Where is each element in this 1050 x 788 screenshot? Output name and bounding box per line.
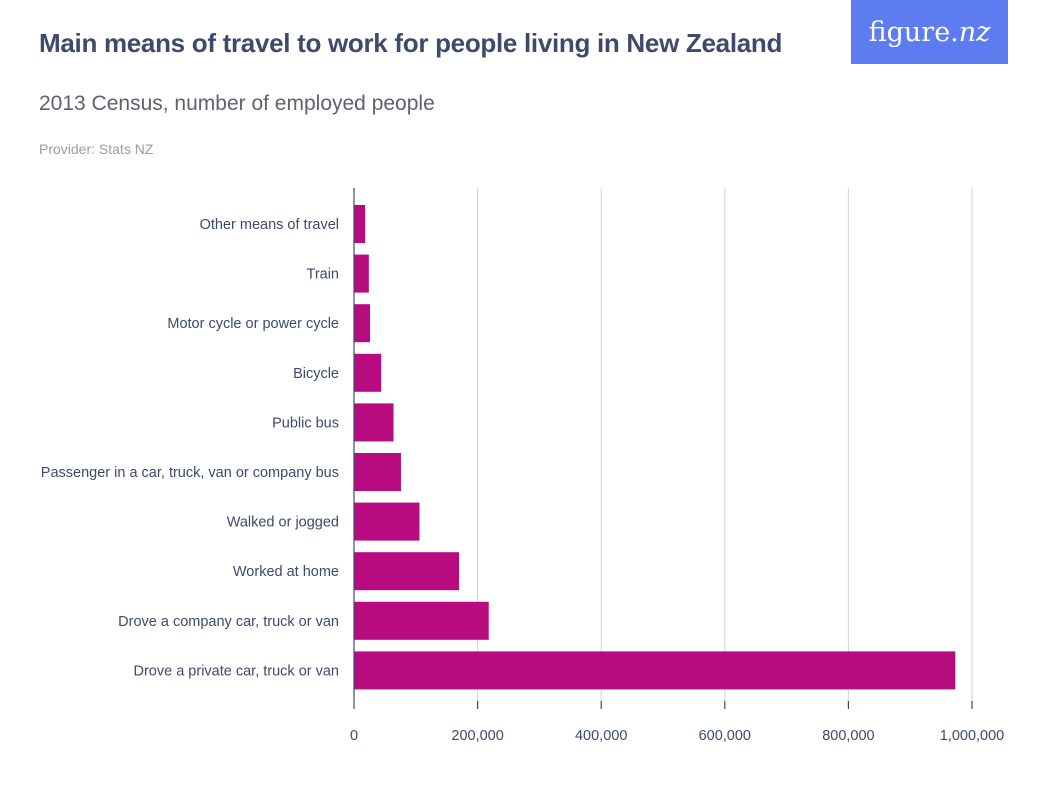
x-tick-label: 1,000,000 — [940, 728, 1005, 744]
category-label: Motor cycle or power cycle — [167, 316, 339, 332]
bar[interactable] — [354, 601, 489, 640]
x-axis: 0 200,000 400,000 600,000 800,000 1,000,000 — [350, 188, 1004, 744]
category-label: Other means of travel — [200, 217, 339, 233]
x-tick-label: 0 — [350, 728, 358, 744]
x-tick-label: 800,000 — [822, 728, 874, 744]
brand-main-text: figure. — [868, 16, 959, 48]
bar[interactable] — [354, 304, 371, 343]
bar[interactable] — [354, 205, 366, 243]
x-tick-label: 200,000 — [451, 728, 503, 744]
bar[interactable] — [354, 353, 382, 392]
category-label: Drove a company car, truck or van — [118, 614, 339, 630]
chart-subtitle: 2013 Census, number of employed people — [39, 92, 435, 115]
category-labels: Other means of travel Train Motor cycle or… — [41, 217, 339, 679]
bar[interactable] — [354, 502, 420, 541]
category-label: Drove a private car, truck or van — [134, 663, 340, 679]
category-label: Passenger in a car, truck, van or compan… — [41, 465, 339, 481]
bar[interactable] — [354, 254, 369, 293]
category-label: Public bus — [272, 415, 339, 431]
chart-title: Main means of travel to work for people … — [39, 28, 783, 58]
bars — [354, 205, 956, 690]
bar[interactable] — [354, 403, 394, 442]
category-label: Bicycle — [293, 366, 339, 382]
gridlines — [477, 188, 973, 701]
figure-nz-logo[interactable]: figure. nz — [851, 0, 1008, 64]
bar[interactable] — [354, 453, 401, 491]
category-label: Worked at home — [233, 564, 339, 580]
category-label: Train — [307, 267, 340, 283]
data-provider: Provider: Stats NZ — [39, 141, 154, 157]
brand-suffix-text: nz — [958, 16, 991, 48]
category-label: Walked or jogged — [227, 515, 339, 531]
x-tick-label: 400,000 — [575, 728, 627, 744]
x-tick-label: 600,000 — [699, 728, 751, 744]
bar[interactable] — [354, 651, 956, 690]
bar[interactable] — [354, 552, 460, 591]
